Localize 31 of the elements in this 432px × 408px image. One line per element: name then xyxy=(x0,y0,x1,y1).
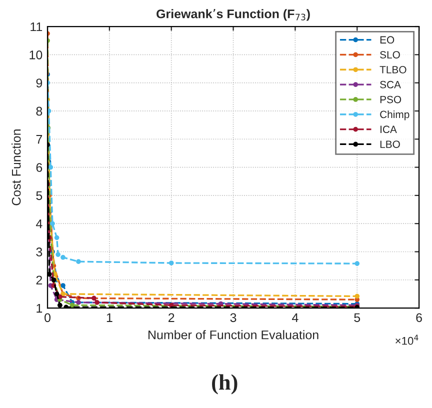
text: (h) xyxy=(212,374,238,394)
x-axis-title: Number of Function Evaluation xyxy=(148,330,318,340)
y-tick-label: 10 xyxy=(30,50,42,60)
x-tick-label: 2 xyxy=(168,313,174,322)
y-tick-label: 11 xyxy=(30,22,42,32)
y-tick-label: 9 xyxy=(36,78,42,88)
y-tick-label: 1 xyxy=(36,304,42,313)
legend-label: EO xyxy=(380,36,394,44)
y-tick-label: 4 xyxy=(36,220,42,228)
chart-title: Griewank’s Function (F$_{73}$) xyxy=(156,9,310,21)
legend-label: SLO xyxy=(380,51,400,58)
y-tick-label: 6 xyxy=(36,163,42,172)
y-tick-label: 3 xyxy=(36,248,42,256)
text: ×10$^{4}$ xyxy=(396,334,418,345)
x-tick-label: 5 xyxy=(354,313,360,322)
legend-label: PSO xyxy=(380,96,402,104)
x-tick-label: 3 xyxy=(230,313,236,322)
x-tick-label: 0 xyxy=(44,313,51,322)
x-tick-label: 4 xyxy=(292,313,298,322)
legend-label: ICA xyxy=(380,126,397,134)
legend-label: SCA xyxy=(380,80,401,88)
x-tick-label: 6 xyxy=(416,313,422,322)
y-tick-label: 2 xyxy=(36,276,42,284)
y-axis-title: Cost Function xyxy=(12,130,21,206)
y-tick-label: 5 xyxy=(36,191,42,200)
legend-label: Chimp xyxy=(380,110,410,120)
y-tick-label: 7 xyxy=(36,135,42,144)
y-tick-label: 8 xyxy=(36,106,42,116)
legend-label: LBO xyxy=(380,140,400,148)
legend-label: TLBO xyxy=(380,66,406,74)
x-tick-label: 1 xyxy=(106,313,112,322)
